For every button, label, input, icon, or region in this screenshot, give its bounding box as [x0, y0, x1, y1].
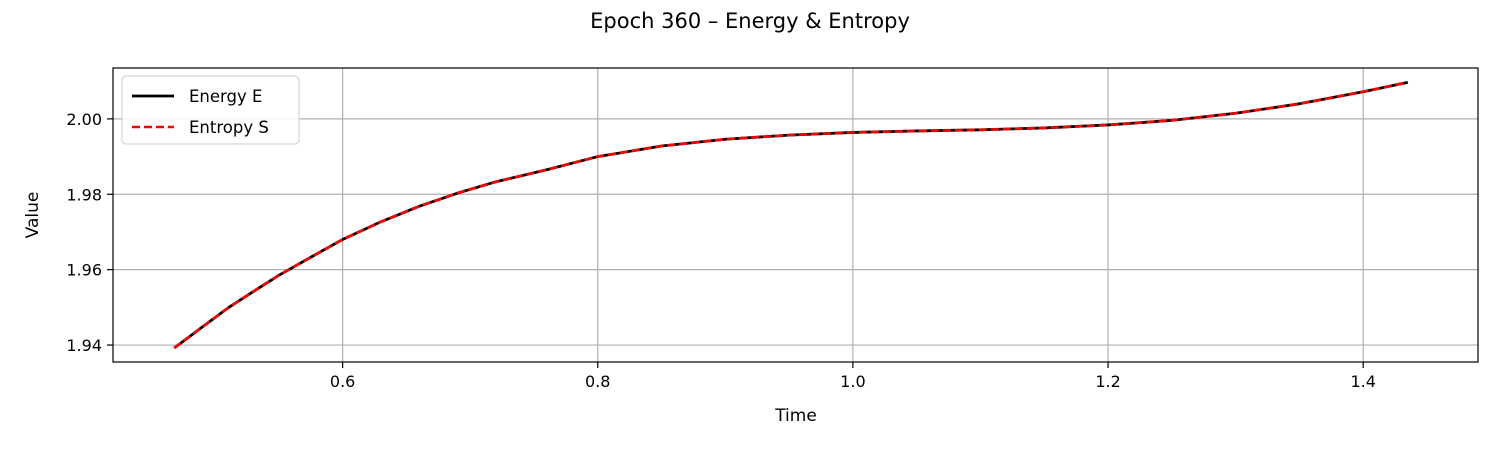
axis-ticks: 0.6 0.8 1.0 1.2 1.4 1.94 1.96 1.98 2.00	[66, 110, 1376, 391]
series-line-energy-e	[173, 80, 1409, 350]
y-axis-label: Value	[23, 192, 43, 239]
x-tick-label: 0.8	[585, 372, 610, 391]
y-tick-label: 1.96	[66, 261, 102, 280]
x-tick-label: 1.0	[840, 372, 865, 391]
x-tick-label: 0.6	[330, 372, 355, 391]
legend-label: Entropy S	[189, 118, 269, 137]
y-tick-label: 2.00	[66, 110, 102, 129]
y-tick-label: 1.98	[66, 185, 102, 204]
plot-lines	[173, 80, 1409, 350]
series-line-entropy-s	[173, 81, 1409, 350]
y-tick-label: 1.94	[66, 336, 102, 355]
legend-label: Energy E	[189, 87, 262, 106]
grid	[113, 68, 1478, 362]
x-tick-label: 1.2	[1095, 372, 1120, 391]
legend: Energy E Entropy S	[121, 75, 300, 145]
chart-title: Epoch 360 – Energy & Entropy	[590, 9, 910, 33]
plot-frame	[112, 67, 1479, 363]
x-tick-label: 1.4	[1350, 372, 1375, 391]
x-axis-label: Time	[774, 406, 817, 426]
legend-box	[121, 75, 300, 145]
